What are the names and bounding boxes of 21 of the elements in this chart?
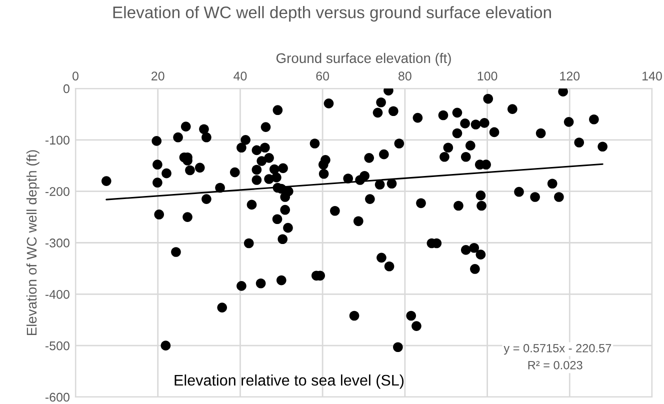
y-tick-label: 0 <box>63 84 70 94</box>
x-tick-label: 60 <box>316 72 330 80</box>
y-tick-label: -300 <box>45 238 70 248</box>
y-tick-label: -100 <box>45 136 70 145</box>
chart-title: Elevation of WC well depth versus ground surface elevation <box>113 6 551 22</box>
y-tick-label: -600 <box>45 392 70 402</box>
annotation: R² = 0.023 <box>528 360 582 370</box>
x-tick-label: 80 <box>398 72 412 80</box>
x-tick-label: 0 <box>72 72 78 80</box>
x-tick-label: 40 <box>234 72 247 80</box>
y-tick-label: -500 <box>45 341 70 350</box>
annotation: Elevation relative to sea level (SL) <box>174 374 404 389</box>
x-tick-label: 120 <box>560 72 580 80</box>
y-tick-label: -400 <box>45 290 70 299</box>
x-tick-label: 100 <box>478 72 498 80</box>
x-tick-label: 140 <box>642 72 662 80</box>
y-axis-title: Elevation of WC well depth (ft) <box>26 150 40 336</box>
annotation: y = 0.5715x - 220.57 <box>504 344 612 355</box>
x-axis-title: Ground surface elevation (ft) <box>276 52 451 66</box>
y-tick-label: -200 <box>45 187 70 196</box>
x-tick-label: 20 <box>152 72 164 80</box>
